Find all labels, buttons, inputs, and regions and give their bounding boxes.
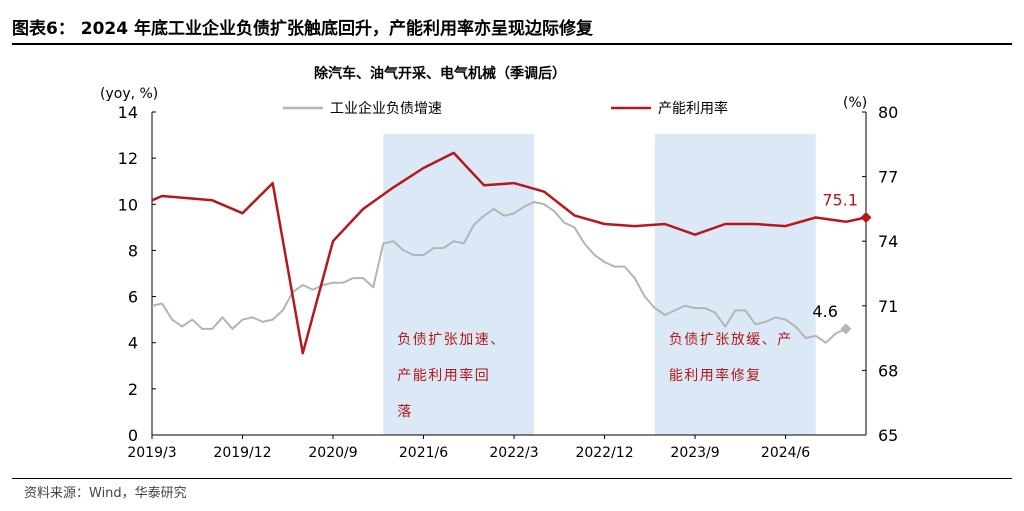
left-tick-label: 6 <box>128 288 138 307</box>
shaded-period-1-label: 负债扩张加速、 <box>397 332 506 348</box>
x-tick-label: 2019/3 <box>127 445 176 461</box>
bottom-rule <box>12 478 1012 479</box>
left-tick-label: 8 <box>128 241 138 260</box>
series-line-2 <box>151 151 867 355</box>
x-tick-label: 2022/12 <box>575 445 633 461</box>
x-tick-label: 2024/6 <box>761 445 810 461</box>
shaded-period-1-label: 产能利用率回 <box>397 367 490 384</box>
right-tick-label: 68 <box>878 361 898 380</box>
title-rule <box>12 43 1012 45</box>
series-end-label-1: 4.6 <box>812 302 837 321</box>
right-tick-label: 65 <box>878 426 898 445</box>
series-end-marker-2 <box>860 212 872 224</box>
shaded-period-2-label: 负债扩张放缓、产 <box>669 332 793 348</box>
left-tick-label: 14 <box>118 103 138 122</box>
left-axis-unit: (yoy, %) <box>100 86 158 102</box>
figure-title: 图表6： 2024 年底工业企业负债扩张触底回升，产能利用率亦呈现边际修复 <box>12 19 593 39</box>
x-tick-label: 2023/9 <box>670 445 719 461</box>
x-tick-label: 2020/9 <box>308 445 357 461</box>
shaded-period-2-label: 能利用率修复 <box>669 367 762 384</box>
chart-title: 除汽车、油气开采、电气机械（季调后） <box>314 65 566 82</box>
left-tick-label: 10 <box>118 195 138 214</box>
left-tick-label: 4 <box>128 334 138 353</box>
left-tick-label: 0 <box>128 426 138 445</box>
right-tick-label: 71 <box>878 297 898 316</box>
x-tick-label: 2019/12 <box>213 445 271 461</box>
shaded-period-2 <box>654 134 816 435</box>
shaded-period-1-label: 落 <box>397 404 413 420</box>
legend-label-capacity: 产能利用率 <box>658 100 728 117</box>
legend-label-debt: 工业企业负债增速 <box>330 100 442 117</box>
x-tick-label: 2021/6 <box>399 445 448 461</box>
left-tick-label: 2 <box>128 380 138 399</box>
right-tick-label: 77 <box>878 168 898 187</box>
series-end-marker-1 <box>840 323 852 335</box>
x-tick-label: 2022/3 <box>489 445 538 461</box>
series-line-1 <box>151 201 847 344</box>
right-tick-label: 80 <box>878 103 898 122</box>
legend: 工业企业负债增速 产能利用率 <box>283 100 728 117</box>
source-note: 资料来源：Wind，华泰研究 <box>24 486 187 501</box>
left-tick-label: 12 <box>118 149 138 168</box>
series-end-label-2: 75.1 <box>822 191 858 210</box>
axes <box>151 112 867 436</box>
right-tick-label: 74 <box>878 232 898 251</box>
right-axis-unit: (%) <box>843 95 867 111</box>
series: 4.6 75.1 <box>151 151 872 355</box>
